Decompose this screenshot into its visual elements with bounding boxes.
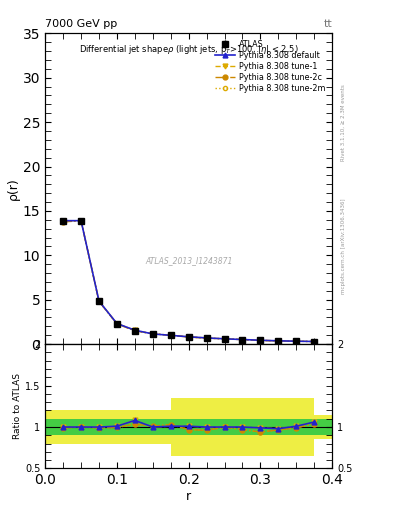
Pythia 8.308 tune-1 xyxy=(276,338,281,344)
Pythia 8.308 tune-2c xyxy=(204,335,209,341)
Y-axis label: Ratio to ATLAS: Ratio to ATLAS xyxy=(13,373,22,439)
Pythia 8.308 tune-2m xyxy=(115,321,119,327)
Pythia 8.308 default xyxy=(79,218,83,224)
Pythia 8.308 default xyxy=(168,332,173,338)
Pythia 8.308 tune-2c xyxy=(258,337,263,344)
X-axis label: r: r xyxy=(186,490,191,503)
Pythia 8.308 default xyxy=(204,335,209,341)
Pythia 8.308 tune-2m xyxy=(312,338,316,345)
Pythia 8.308 default xyxy=(222,336,227,342)
Pythia 8.308 tune-1 xyxy=(312,338,316,345)
Pythia 8.308 tune-2c xyxy=(79,218,83,224)
Line: Pythia 8.308 tune-2c: Pythia 8.308 tune-2c xyxy=(61,218,317,344)
Pythia 8.308 tune-2c xyxy=(276,338,281,344)
Pythia 8.308 tune-1 xyxy=(61,218,66,224)
Pythia 8.308 tune-1 xyxy=(115,321,119,327)
Pythia 8.308 tune-2c xyxy=(132,328,137,334)
Pythia 8.308 tune-2m xyxy=(294,338,299,344)
Pythia 8.308 default xyxy=(97,298,101,304)
Pythia 8.308 tune-2m xyxy=(61,219,66,225)
Text: mcplots.cern.ch [arXiv:1306.3436]: mcplots.cern.ch [arXiv:1306.3436] xyxy=(341,198,346,293)
Pythia 8.308 tune-2c xyxy=(61,219,66,225)
Pythia 8.308 tune-2m xyxy=(97,298,101,305)
Pythia 8.308 tune-1 xyxy=(168,332,173,338)
Pythia 8.308 default xyxy=(276,338,281,344)
Pythia 8.308 default xyxy=(312,338,316,345)
Pythia 8.308 default xyxy=(115,321,119,327)
Pythia 8.308 tune-2c xyxy=(97,298,101,305)
Pythia 8.308 tune-1 xyxy=(97,298,101,304)
Line: Pythia 8.308 tune-2m: Pythia 8.308 tune-2m xyxy=(61,219,316,344)
Pythia 8.308 tune-2c xyxy=(240,336,245,343)
Pythia 8.308 default xyxy=(240,336,245,343)
Text: Rivet 3.1.10, ≥ 2.3M events: Rivet 3.1.10, ≥ 2.3M events xyxy=(341,84,346,161)
Pythia 8.308 tune-1 xyxy=(240,336,245,343)
Pythia 8.308 tune-2m xyxy=(79,218,83,224)
Pythia 8.308 tune-1 xyxy=(222,336,227,342)
Pythia 8.308 tune-2m xyxy=(204,335,209,341)
Pythia 8.308 tune-2c xyxy=(151,331,155,337)
Pythia 8.308 default xyxy=(258,337,263,344)
Pythia 8.308 tune-2m xyxy=(240,336,245,343)
Pythia 8.308 tune-2m xyxy=(168,332,173,338)
Pythia 8.308 tune-2c xyxy=(168,332,173,338)
Pythia 8.308 tune-1 xyxy=(204,335,209,341)
Line: Pythia 8.308 tune-1: Pythia 8.308 tune-1 xyxy=(61,218,317,344)
Pythia 8.308 tune-2m xyxy=(132,328,137,334)
Pythia 8.308 tune-1 xyxy=(151,331,155,337)
Text: ATLAS_2013_I1243871: ATLAS_2013_I1243871 xyxy=(145,255,232,265)
Pythia 8.308 default xyxy=(132,327,137,333)
Pythia 8.308 default xyxy=(61,218,66,224)
Pythia 8.308 tune-1 xyxy=(294,338,299,344)
Pythia 8.308 tune-2m xyxy=(186,334,191,340)
Pythia 8.308 default xyxy=(294,338,299,344)
Pythia 8.308 default xyxy=(151,331,155,337)
Pythia 8.308 tune-2c xyxy=(186,334,191,340)
Pythia 8.308 tune-2m xyxy=(258,337,263,344)
Pythia 8.308 tune-1 xyxy=(186,334,191,340)
Text: tt: tt xyxy=(323,18,332,29)
Text: 7000 GeV pp: 7000 GeV pp xyxy=(45,18,118,29)
Line: Pythia 8.308 default: Pythia 8.308 default xyxy=(61,218,317,344)
Pythia 8.308 tune-1 xyxy=(79,218,83,224)
Pythia 8.308 default xyxy=(186,334,191,340)
Pythia 8.308 tune-2c xyxy=(312,338,316,345)
Text: Differential jet shape$\rho$ (light jets, p$_T$>100, |$\eta$| < 2.5): Differential jet shape$\rho$ (light jets… xyxy=(79,42,299,56)
Pythia 8.308 tune-2c xyxy=(222,336,227,342)
Pythia 8.308 tune-2m xyxy=(222,336,227,342)
Y-axis label: ρ(r): ρ(r) xyxy=(7,177,20,200)
Pythia 8.308 tune-1 xyxy=(258,337,263,344)
Legend: ATLAS, Pythia 8.308 default, Pythia 8.308 tune-1, Pythia 8.308 tune-2c, Pythia 8: ATLAS, Pythia 8.308 default, Pythia 8.30… xyxy=(213,37,328,95)
Pythia 8.308 tune-1 xyxy=(132,327,137,333)
Pythia 8.308 tune-2c xyxy=(294,338,299,344)
Pythia 8.308 tune-2m xyxy=(276,338,281,344)
Pythia 8.308 tune-2c xyxy=(115,321,119,327)
Pythia 8.308 tune-2m xyxy=(151,331,155,337)
